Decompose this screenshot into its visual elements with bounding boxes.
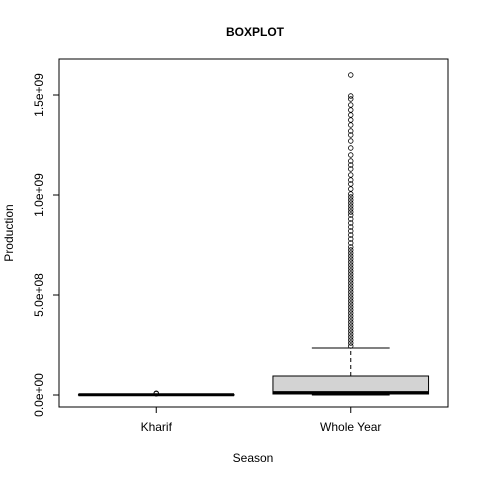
x-axis: Kharif Whole Year [141,406,381,434]
outlier-point [348,331,354,337]
outlier-point [348,236,354,242]
chart-marks [77,72,430,397]
outlier-point [348,277,354,283]
x-axis-label: Season [233,451,274,465]
y-tick-label: 0.0e+00 [32,373,46,417]
y-tick-label: 1.0e+09 [32,173,46,217]
outlier-point [348,295,354,301]
outlier-point [348,319,354,325]
box-group-0 [77,390,235,397]
outlier-point [348,93,354,99]
outlier-point [348,265,354,271]
outlier-point [348,292,354,298]
outlier-point [348,307,354,313]
outlier-point [153,390,159,396]
outlier-point [348,274,354,280]
outlier-point [348,298,354,304]
x-tick-label: Kharif [141,420,173,434]
outlier-point [348,162,354,168]
outlier-point [348,216,354,222]
outlier-point [348,313,354,319]
outlier-point [348,328,354,334]
chart-title: BOXPLOT [226,25,285,39]
outlier-point [348,304,354,310]
outlier-point [348,334,354,340]
outlier-point [348,181,354,187]
outlier-point [348,322,354,328]
outlier-point [348,220,354,226]
outlier-point [348,337,354,343]
outlier-point [348,128,354,134]
outlier-point [348,209,354,215]
outlier-point [348,256,354,262]
outlier-point [348,200,354,206]
y-axis-label: Production [2,204,16,261]
x-tick-label: Whole Year [320,420,381,434]
outlier-point [348,253,354,259]
outlier-point [348,228,354,234]
outlier-point [348,343,354,349]
outlier-point [348,268,354,274]
outlier-point [348,262,354,268]
outlier-point [348,138,354,144]
outlier-point [348,340,354,346]
outlier-point [348,325,354,331]
outlier-point [348,232,354,238]
y-tick-label: 1.5e+09 [32,73,46,117]
outlier-point [348,247,354,253]
outlier-point [348,212,354,218]
box-group-1 [272,72,430,396]
outlier-point [348,145,354,151]
outlier-point [348,206,354,212]
outlier-point [348,240,354,246]
outlier-point [348,310,354,316]
outlier-point [348,194,354,200]
outlier-point [348,224,354,230]
outlier-point [348,316,354,322]
outlier-point [348,102,354,108]
outlier-point [348,280,354,286]
outlier-point [348,259,354,265]
outlier-point [348,152,354,158]
y-tick-label: 5.0e+08 [32,273,46,317]
y-axis: 0.0e+00 5.0e+08 1.0e+09 1.5e+09 [32,73,60,417]
outlier-point [348,158,354,164]
outlier-point [348,172,354,178]
outlier-point [348,96,354,102]
outlier-point [348,166,354,172]
outlier-point [348,250,354,256]
outlier-point [348,283,354,289]
outlier-point [348,286,354,292]
outlier-point [348,203,354,209]
outlier-point [348,271,354,277]
outlier-point [348,301,354,307]
outlier-point [348,197,354,203]
outlier-point [348,132,354,138]
outlier-point [348,72,354,78]
outlier-point [348,289,354,295]
outlier-point [348,244,354,250]
